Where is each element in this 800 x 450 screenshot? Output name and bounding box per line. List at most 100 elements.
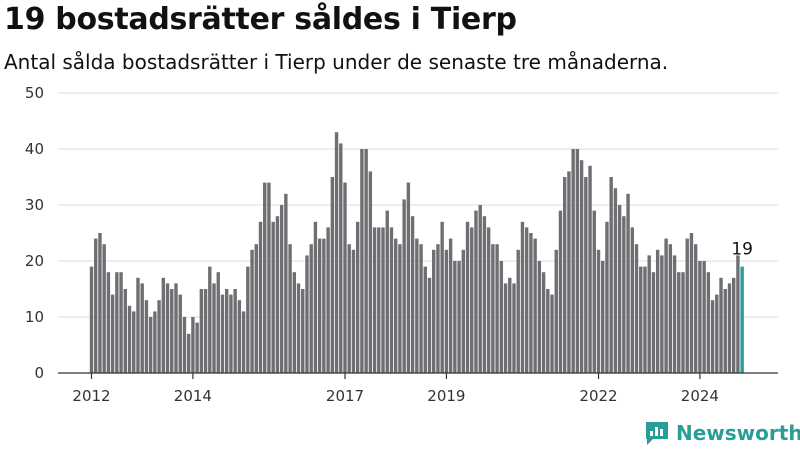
bar <box>246 266 250 373</box>
bar <box>596 249 601 373</box>
bar <box>630 227 634 373</box>
x-tick-label: 2022 <box>579 387 617 405</box>
bar <box>148 317 153 373</box>
bar <box>191 317 195 373</box>
bar <box>301 289 305 373</box>
bar <box>115 272 119 373</box>
bar <box>317 238 322 373</box>
bar <box>508 277 512 373</box>
bar <box>486 227 491 373</box>
bar <box>127 305 132 373</box>
bar <box>677 272 681 373</box>
y-axis-tick-labels: 0 10 20 30 40 50 <box>25 84 44 382</box>
bar <box>622 216 626 373</box>
bar <box>584 177 588 373</box>
bar <box>626 193 630 373</box>
bar <box>174 283 178 373</box>
bar <box>613 188 618 373</box>
bar <box>216 272 220 373</box>
bar <box>465 221 470 373</box>
bar <box>444 249 449 373</box>
bar <box>212 283 216 373</box>
bar <box>389 227 394 373</box>
bar <box>512 283 516 373</box>
bar <box>195 322 199 373</box>
bar-chart: 0 10 20 30 40 50 2012 2014 2017 2019 2022 2024 19 <box>25 84 778 405</box>
bar <box>643 266 647 373</box>
bar <box>394 238 398 373</box>
bar <box>448 238 453 373</box>
bar <box>693 244 698 373</box>
bar <box>457 261 461 373</box>
bar <box>233 289 237 373</box>
bar <box>537 261 542 373</box>
bar <box>427 277 432 373</box>
bar <box>567 171 571 373</box>
bar <box>123 289 127 373</box>
bar <box>351 249 356 373</box>
last-value-label: 19 <box>731 240 753 260</box>
bar <box>571 149 575 373</box>
bar <box>588 165 592 373</box>
bar <box>275 216 280 373</box>
bar <box>284 193 288 373</box>
y-tick-label: 30 <box>25 196 44 214</box>
bar-highlight <box>740 266 744 373</box>
bar <box>334 132 339 373</box>
x-tick-label: 2014 <box>174 387 212 405</box>
bar <box>432 249 436 373</box>
bar <box>419 244 423 373</box>
bar <box>423 266 427 373</box>
y-tick-label: 0 <box>34 364 44 382</box>
bar <box>736 255 740 373</box>
bar <box>668 244 673 373</box>
bar <box>732 277 736 373</box>
bar <box>322 238 326 373</box>
bar <box>415 238 419 373</box>
bar <box>533 238 537 373</box>
bar <box>689 233 694 373</box>
bar <box>119 272 123 373</box>
bar <box>186 333 191 373</box>
bar <box>664 238 668 373</box>
bar <box>144 300 149 373</box>
bar <box>153 311 157 373</box>
bar <box>140 283 144 373</box>
bar <box>305 255 309 373</box>
bar <box>343 182 347 373</box>
bar <box>436 244 440 373</box>
bar <box>326 227 330 373</box>
bar <box>639 266 643 373</box>
bar <box>634 244 639 373</box>
bar <box>292 272 296 373</box>
bar <box>495 244 499 373</box>
bar <box>110 294 115 373</box>
bar <box>199 289 204 373</box>
bar <box>715 294 719 373</box>
bar <box>546 289 550 373</box>
bar <box>398 244 402 373</box>
bar <box>106 272 111 373</box>
bar <box>563 177 567 373</box>
bar <box>182 317 187 373</box>
bar <box>355 221 360 373</box>
x-axis: 2012 2014 2017 2019 2022 2024 <box>58 372 778 405</box>
bar <box>220 294 225 373</box>
bar <box>609 177 613 373</box>
bar <box>681 272 685 373</box>
bar <box>719 277 723 373</box>
bar <box>267 182 271 373</box>
bar <box>368 171 373 373</box>
bar <box>710 300 715 373</box>
bar <box>592 210 596 373</box>
bar <box>402 199 406 373</box>
bar <box>579 160 584 373</box>
bar <box>288 244 292 373</box>
bar <box>229 294 233 373</box>
bar <box>377 227 381 373</box>
bar <box>339 143 343 373</box>
bar <box>296 283 301 373</box>
bar <box>102 244 106 373</box>
bar <box>271 221 275 373</box>
newsworthy-logo-icon <box>646 422 668 445</box>
